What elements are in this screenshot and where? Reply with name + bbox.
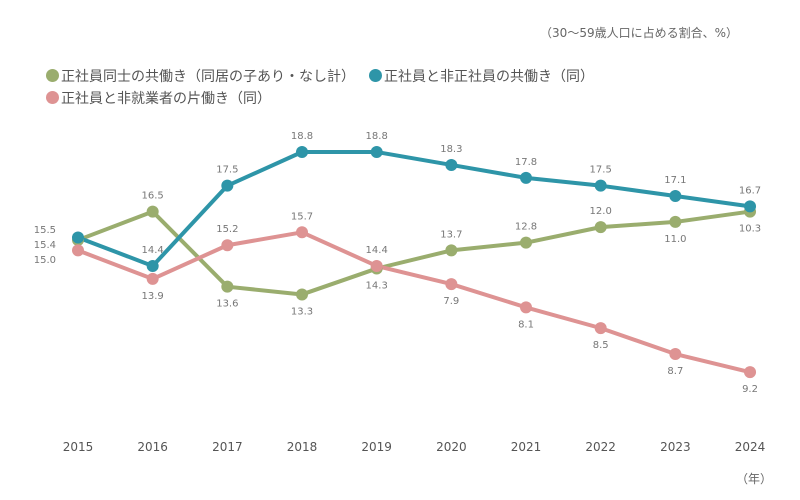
x-tick-label: 2016 [137, 440, 168, 454]
data-point [669, 215, 682, 228]
data-point [445, 158, 458, 171]
data-label: 12.8 [515, 222, 537, 233]
data-point [594, 221, 607, 234]
data-label: 13.7 [440, 229, 462, 240]
x-tick-label: 2017 [212, 440, 243, 454]
data-point [72, 231, 84, 244]
legend-item-seishain-doushi: 正社員同士の共働き（同居の子あり・なし計） [46, 66, 355, 88]
x-tick-label: 2023 [660, 440, 691, 454]
legend: 正社員同士の共働き（同居の子あり・なし計） 正社員と非正社員の共働き（同） 正社員… [46, 66, 766, 110]
legend-dot-icon [369, 69, 382, 82]
data-label: 13.9 [142, 291, 164, 302]
legend-label: 正社員と非正社員の共働き（同） [384, 69, 594, 85]
data-label: 15.2 [216, 224, 238, 235]
data-point [744, 200, 757, 213]
unit-note: （30〜59歳人口に占める割合、%） [540, 26, 738, 40]
x-tick-label: 2019 [361, 440, 392, 454]
data-label: 15.5 [34, 225, 56, 236]
data-label: 12.0 [590, 206, 612, 217]
data-label: 8.7 [667, 366, 683, 377]
data-label: 11.0 [664, 234, 686, 245]
data-point [520, 301, 533, 314]
data-point [594, 179, 607, 192]
data-label: 18.3 [440, 144, 462, 155]
data-label: 8.1 [518, 319, 534, 330]
x-tick-label: 2021 [511, 440, 542, 454]
x-tick-label: 2022 [585, 440, 616, 454]
data-label: 17.1 [664, 175, 686, 186]
data-label: 15.7 [291, 211, 313, 222]
data-label: 8.5 [593, 340, 609, 351]
data-point [221, 239, 234, 252]
data-point [296, 288, 309, 301]
data-label: 13.3 [291, 306, 313, 317]
data-label: 17.8 [515, 157, 537, 168]
data-label: 16.7 [739, 185, 761, 196]
data-point [445, 278, 458, 291]
data-label: 18.8 [366, 131, 388, 142]
data-point [72, 244, 84, 257]
x-axis-unit: （年） [735, 472, 772, 486]
x-tick-label: 2020 [436, 440, 467, 454]
data-point [221, 179, 234, 192]
data-point [744, 366, 757, 379]
x-tick-label: 2024 [735, 440, 766, 454]
data-point [221, 280, 234, 293]
data-label: 9.2 [742, 384, 758, 395]
legend-dot-icon [46, 69, 59, 82]
data-point [669, 348, 682, 361]
data-point [594, 322, 607, 335]
x-tick-label: 2018 [287, 440, 318, 454]
data-point [296, 226, 309, 239]
data-point [370, 146, 383, 158]
legend-item-katabataraki: 正社員と非就業者の片働き（同） [46, 88, 271, 110]
data-label: 14.4 [142, 245, 164, 256]
data-point [146, 259, 159, 272]
series-line-1 [77, 150, 751, 268]
data-point [146, 272, 159, 285]
data-label: 15.4 [34, 240, 56, 251]
data-label: 7.9 [443, 296, 459, 307]
data-point [445, 244, 458, 257]
data-label: 17.5 [216, 165, 238, 176]
legend-label: 正社員と非就業者の片働き（同） [61, 91, 271, 107]
series-line-2 [77, 230, 751, 375]
data-label: 13.6 [216, 299, 238, 310]
data-label: 18.8 [291, 131, 313, 142]
legend-label: 正社員同士の共働き（同居の子あり・なし計） [61, 69, 355, 85]
data-point [520, 236, 533, 249]
data-label: 14.4 [366, 245, 388, 256]
data-label: 16.5 [142, 191, 164, 202]
data-point [520, 171, 533, 184]
data-point [669, 190, 682, 203]
data-point [370, 259, 383, 272]
data-point [146, 205, 159, 218]
data-label: 10.3 [739, 224, 761, 235]
data-label: 17.5 [590, 165, 612, 176]
data-point [296, 146, 309, 158]
x-tick-label: 2015 [63, 440, 94, 454]
legend-dot-icon [46, 91, 59, 104]
data-label: 15.0 [34, 255, 56, 266]
legend-item-seishain-hiseishain: 正社員と非正社員の共働き（同） [369, 66, 594, 88]
series-line-0 [77, 209, 751, 297]
data-label: 14.3 [366, 281, 388, 292]
